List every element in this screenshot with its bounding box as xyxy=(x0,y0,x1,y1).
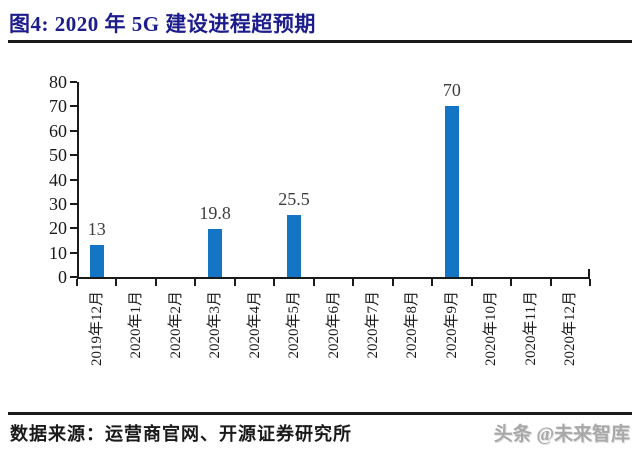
x-axis-label: 2020年6月 xyxy=(325,291,342,359)
x-axis-label: 2019年12月 xyxy=(88,291,105,367)
x-axis-label: 2020年11月 xyxy=(522,291,539,366)
x-axis-label: 2020年12月 xyxy=(562,291,579,367)
title-divider xyxy=(8,40,632,43)
x-tick xyxy=(510,279,513,286)
y-tick-label: 50 xyxy=(49,145,67,166)
x-axis xyxy=(77,277,590,279)
x-tick xyxy=(115,279,118,286)
y-tick xyxy=(70,202,77,205)
x-axis-label: 2020年10月 xyxy=(483,291,500,367)
y-tick-label: 10 xyxy=(49,242,67,263)
y-tick-label: 40 xyxy=(49,169,67,190)
x-tick xyxy=(549,279,552,286)
bar-value-label: 13 xyxy=(87,219,106,240)
bar-value-label: 19.8 xyxy=(199,202,231,223)
y-tick-label: 60 xyxy=(49,120,67,141)
y-tick-label: 0 xyxy=(58,267,67,287)
y-tick xyxy=(70,178,77,181)
y-tick-label: 70 xyxy=(49,96,67,117)
x-axis-label: 2020年3月 xyxy=(207,291,224,359)
source-label: 数据来源：运营商官网、开源证券研究所 xyxy=(10,424,352,444)
y-tick xyxy=(70,129,77,132)
y-tick xyxy=(70,81,77,83)
x-tick xyxy=(589,279,591,286)
x-tick xyxy=(76,279,78,286)
y-tick xyxy=(70,276,77,278)
x-tick xyxy=(273,279,276,286)
y-tick-label: 30 xyxy=(49,193,67,214)
bar xyxy=(287,214,302,277)
bar-value-label: 25.5 xyxy=(278,188,310,209)
watermark: 头条 @未来智库 xyxy=(493,424,630,445)
y-tick xyxy=(70,105,77,108)
y-tick xyxy=(70,227,77,230)
x-axis-label: 2020年4月 xyxy=(246,291,263,359)
x-tick xyxy=(233,279,236,286)
bar xyxy=(89,245,104,277)
x-tick xyxy=(312,279,315,286)
bar xyxy=(208,228,223,277)
y-tick-label: 20 xyxy=(49,218,67,239)
x-axis-label: 2020年8月 xyxy=(404,291,421,359)
y-tick xyxy=(70,154,77,157)
x-tick xyxy=(470,279,473,286)
x-tick xyxy=(352,279,355,286)
bar xyxy=(444,106,459,277)
x-axis-label: 2020年7月 xyxy=(364,291,381,359)
x-tick xyxy=(154,279,157,286)
x-tick xyxy=(431,279,434,286)
footer-divider xyxy=(8,412,632,415)
footer: 数据来源：运营商官网、开源证券研究所 头条 @未来智库 xyxy=(10,419,630,446)
x-tick xyxy=(194,279,197,286)
y-tick-label: 80 xyxy=(49,72,67,92)
y-axis xyxy=(77,82,79,279)
y-tick xyxy=(70,251,77,254)
x-tick xyxy=(391,279,394,286)
x-axis-label: 2020年9月 xyxy=(443,291,460,359)
x-axis-label: 2020年5月 xyxy=(286,291,303,359)
x-axis-endcap xyxy=(588,269,590,277)
x-axis-label: 2020年2月 xyxy=(167,291,184,359)
x-axis-label: 2020年1月 xyxy=(128,291,145,359)
bar-value-label: 70 xyxy=(442,80,461,101)
figure-title: 图4: 2020 年 5G 建设进程超预期 xyxy=(9,12,316,36)
